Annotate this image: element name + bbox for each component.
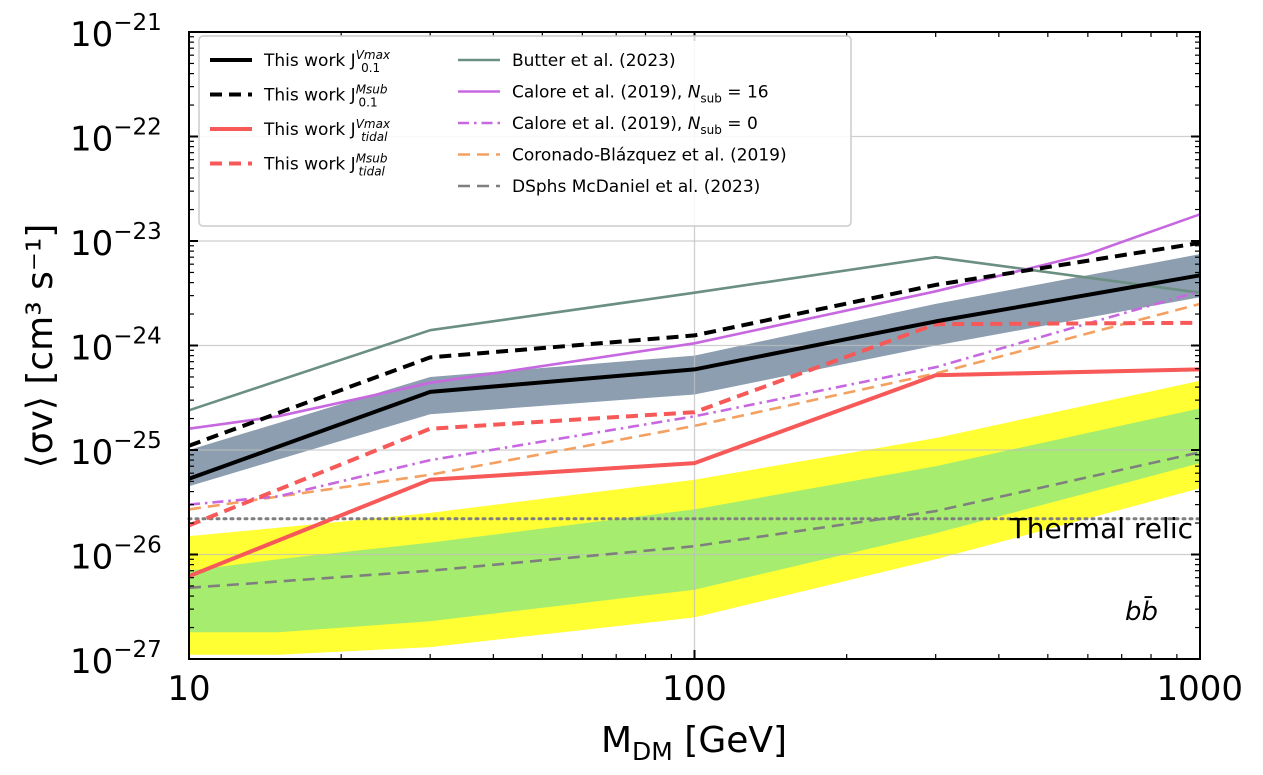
y-tick-base: 10 <box>70 329 113 369</box>
legend-label-3: This work JMsub tidal <box>263 152 388 179</box>
legend-sup: Vmax <box>356 48 391 62</box>
y-tick-exponent: −23 <box>113 219 162 245</box>
y-tick-exponent: −27 <box>113 637 162 663</box>
legend-sub: tidal <box>361 130 388 144</box>
legend-label-2: This work JVmax tidal <box>263 117 391 144</box>
series-line-3 <box>188 320 1201 528</box>
y-tick-exponent: −24 <box>113 324 162 350</box>
legend-math-sub: sub <box>700 123 721 137</box>
legend-sub: 0.1 <box>359 96 378 110</box>
x-tick-label: 10 <box>167 669 210 709</box>
legend-name: DSphs McDaniel et al. (2023) <box>512 177 760 197</box>
y-tick-label: 10−25 <box>70 428 162 473</box>
axis-ticks <box>188 31 1201 660</box>
thermal-relic-label: Thermal relic <box>1009 512 1193 545</box>
series-line-0 <box>188 273 1201 481</box>
legend-sub: tidal <box>359 165 386 179</box>
y-tick-base: 10 <box>70 538 113 578</box>
x-axis-title-unit: [GeV] <box>673 720 787 761</box>
x-tick-labels: 10 100 1000 <box>167 669 1243 709</box>
series-lines <box>188 213 1201 590</box>
legend-label-4: Butter et al. (2023) <box>512 51 676 71</box>
y-tick-exponent: −26 <box>113 533 162 559</box>
series-line-1 <box>188 240 1201 448</box>
y-tick-exponent: −25 <box>113 428 162 454</box>
legend-name: This work J <box>263 51 356 71</box>
legend-sub: 0.1 <box>361 61 380 75</box>
y-tick-base: 10 <box>70 224 113 264</box>
legend-name: Calore et al. (2019), <box>512 114 688 134</box>
legend-label-0: This work JVmax 0.1 <box>263 48 391 75</box>
legend-name: Calore et al. (2019), <box>512 83 688 103</box>
series-line-7 <box>188 302 1201 511</box>
legend-name: This work J <box>263 86 356 106</box>
y-tick-base: 10 <box>70 120 113 160</box>
legend-name: This work J <box>263 155 356 175</box>
legend-name: This work J <box>263 120 356 140</box>
y-tick-exponent: −22 <box>113 115 162 141</box>
legend-box <box>198 35 852 227</box>
legend-math: N <box>688 114 701 134</box>
y-tick-base: 10 <box>70 642 113 682</box>
legend-label-8: DSphs McDaniel et al. (2023) <box>512 177 760 197</box>
y-axis-title: ⟨σv⟩ [cm³ s⁻¹] <box>20 224 61 469</box>
x-axis-title-main: M <box>601 720 632 761</box>
legend-sup: Msub <box>356 83 388 97</box>
x-tick-label: 100 <box>662 669 727 709</box>
legend-label-7: Coronado-Blázquez et al. (2019) <box>512 146 787 166</box>
legend-math-sub: sub <box>700 92 721 106</box>
legend-label-6: Calore et al. (2019), Nsub = 0 <box>512 114 758 137</box>
legend-name: Butter et al. (2023) <box>512 51 676 71</box>
legend-label-1: This work JMsub 0.1 <box>263 83 388 110</box>
series-line-2 <box>188 367 1201 579</box>
x-axis-title-sub: DM <box>632 737 673 766</box>
legend-math-tail: = 0 <box>722 114 758 134</box>
legend-math: N <box>688 83 701 103</box>
x-tick-label: 1000 <box>1156 669 1243 709</box>
y-tick-exponent: −21 <box>113 10 162 36</box>
legend-math-tail: = 16 <box>722 83 769 103</box>
y-tick-base: 10 <box>70 15 113 55</box>
series-line-5 <box>188 213 1201 430</box>
legend-sup: Msub <box>356 152 388 166</box>
y-tick-label: 10−26 <box>70 533 162 578</box>
legend-name: Coronado-Blázquez et al. (2019) <box>512 146 787 166</box>
y-tick-label: 10−24 <box>70 324 162 369</box>
series-line-8 <box>188 451 1201 590</box>
y-tick-label: 10−21 <box>70 10 162 55</box>
y-tick-label: 10−27 <box>70 637 162 682</box>
final-state-annotation: bb̄ <box>1125 595 1158 627</box>
x-axis-title: MDM [GeV] <box>601 720 787 766</box>
y-tick-label: 10−23 <box>70 219 162 264</box>
y-tick-label: 10−22 <box>70 115 162 160</box>
legend-sup: Vmax <box>356 117 391 131</box>
y-tick-base: 10 <box>70 433 113 473</box>
legend-label-5: Calore et al. (2019), Nsub = 16 <box>512 83 769 106</box>
